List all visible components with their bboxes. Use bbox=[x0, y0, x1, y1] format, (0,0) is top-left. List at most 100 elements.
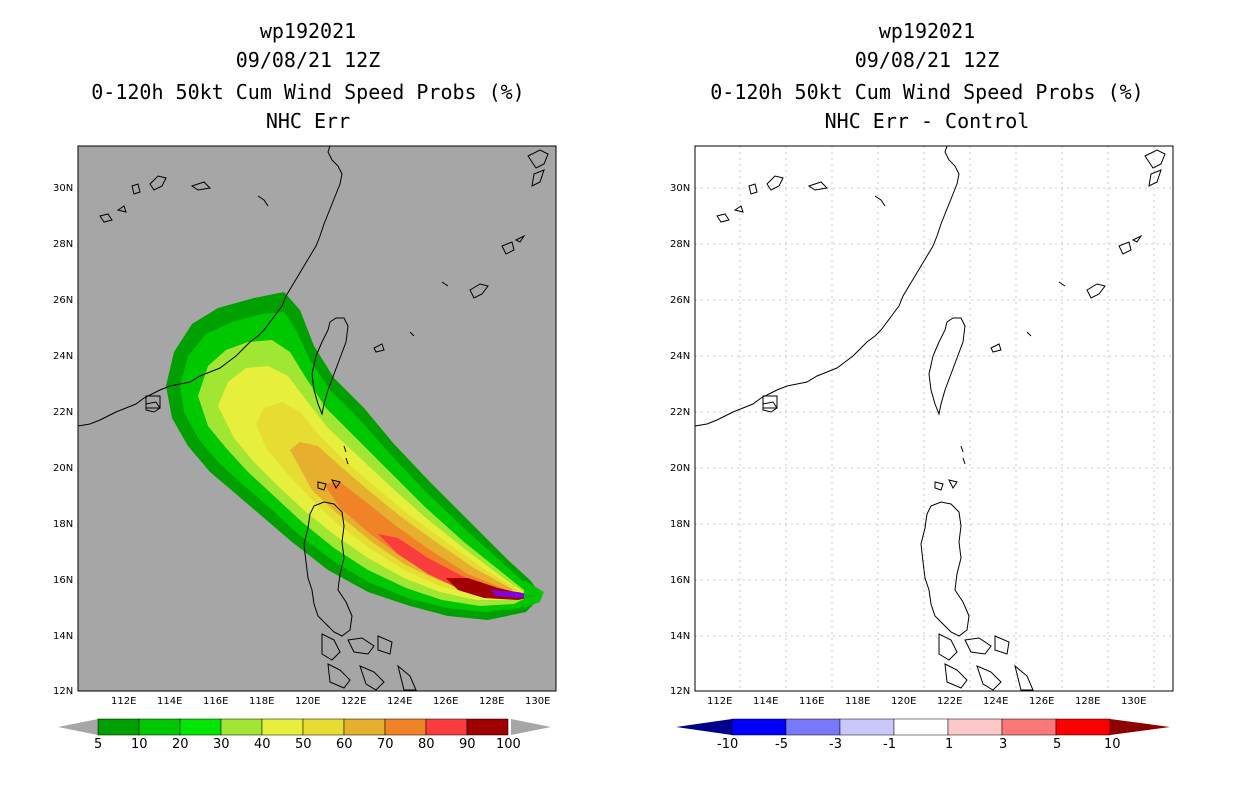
colorbar-label: -1 bbox=[883, 737, 896, 752]
colorbar-swatch bbox=[785, 718, 841, 736]
colorbar-label: 100 bbox=[496, 737, 521, 752]
lon-label: 116E bbox=[799, 696, 825, 707]
lon-label: 120E bbox=[891, 696, 917, 707]
colorbar-label: 5 bbox=[1053, 737, 1062, 752]
colorbar-label: -5 bbox=[775, 737, 788, 752]
colorbar-swatch bbox=[893, 718, 949, 736]
colorbar-swatch bbox=[384, 718, 427, 736]
colorbar-high-arrow bbox=[1110, 719, 1170, 735]
colorbar-label: 50 bbox=[295, 737, 312, 752]
band-tip bbox=[524, 580, 544, 608]
storm-id: wp192021 bbox=[878, 19, 976, 43]
product-title: 0-120h 50kt Cum Wind Speed Probs (%) bbox=[710, 80, 1144, 104]
colorbar-swatch bbox=[1055, 718, 1111, 736]
storm-id: wp192021 bbox=[259, 19, 357, 43]
colorbar-label: 20 bbox=[172, 737, 189, 752]
lon-label: 114E bbox=[157, 696, 183, 707]
colorbar-label: 10 bbox=[1104, 737, 1121, 752]
product-subtitle: NHC Err bbox=[265, 109, 351, 133]
colorbar-swatch bbox=[731, 718, 787, 736]
colorbar-swatch bbox=[220, 718, 263, 736]
lat-label: 26N bbox=[53, 295, 74, 306]
lat-label: 20N bbox=[53, 463, 74, 474]
colorbar-swatch bbox=[97, 718, 140, 736]
lon-label: 118E bbox=[249, 696, 275, 707]
lon-label: 126E bbox=[1029, 696, 1055, 707]
colorbar-high-arrow bbox=[511, 719, 551, 735]
lat-label: 24N bbox=[53, 351, 74, 362]
lon-label: 130E bbox=[1121, 696, 1147, 707]
colorbar-label: 1 bbox=[945, 737, 954, 752]
lon-label: 116E bbox=[203, 696, 229, 707]
lat-label: 14N bbox=[53, 631, 74, 642]
right-map bbox=[694, 145, 1174, 692]
colorbar-label: 40 bbox=[254, 737, 271, 752]
lat-label: 28N bbox=[670, 239, 691, 250]
colorbar-swatch bbox=[425, 718, 468, 736]
right-colorbar bbox=[676, 718, 1170, 736]
lon-label: 128E bbox=[479, 696, 505, 707]
left-colorbar bbox=[58, 718, 551, 736]
colorbar-label: 80 bbox=[418, 737, 435, 752]
colorbar-label: 60 bbox=[336, 737, 353, 752]
product-title: 0-120h 50kt Cum Wind Speed Probs (%) bbox=[91, 80, 525, 104]
colorbar-low-arrow bbox=[676, 719, 732, 735]
colorbar-label: -3 bbox=[829, 737, 842, 752]
colorbar-swatch bbox=[947, 718, 1003, 736]
lat-label: 20N bbox=[670, 463, 691, 474]
lon-label: 114E bbox=[753, 696, 779, 707]
colorbar-label: 30 bbox=[213, 737, 230, 752]
band-70 bbox=[378, 534, 512, 596]
lat-label: 18N bbox=[670, 519, 691, 530]
lat-label: 16N bbox=[53, 575, 74, 586]
right-map-background bbox=[695, 146, 1173, 691]
lat-label: 30N bbox=[670, 183, 691, 194]
colorbar-swatch bbox=[1001, 718, 1057, 736]
lon-label: 128E bbox=[1075, 696, 1101, 707]
lon-label: 120E bbox=[295, 696, 321, 707]
colorbar-label: 5 bbox=[94, 737, 103, 752]
lat-label: 18N bbox=[53, 519, 74, 530]
product-subtitle: NHC Err - Control bbox=[824, 109, 1030, 133]
lat-label: 22N bbox=[53, 407, 74, 418]
lat-label: 16N bbox=[670, 575, 691, 586]
colorbar-swatch bbox=[839, 718, 895, 736]
colorbar-swatch bbox=[261, 718, 304, 736]
colorbar-swatch bbox=[466, 718, 509, 736]
lat-label: 22N bbox=[670, 407, 691, 418]
lon-label: 112E bbox=[707, 696, 733, 707]
colorbar-label: 90 bbox=[459, 737, 476, 752]
lat-label: 28N bbox=[53, 239, 74, 250]
lon-label: 124E bbox=[983, 696, 1009, 707]
lon-label: 122E bbox=[341, 696, 367, 707]
lon-label: 126E bbox=[433, 696, 459, 707]
lat-label: 12N bbox=[53, 686, 74, 697]
left-map bbox=[77, 145, 557, 692]
colorbar-label: -10 bbox=[717, 737, 739, 752]
right-title: wp192021 09/08/21 12Z 0-120h 50kt Cum Wi… bbox=[647, 17, 1207, 136]
lat-label: 24N bbox=[670, 351, 691, 362]
forecast-time: 09/08/21 12Z bbox=[235, 48, 381, 72]
colorbar-label: 70 bbox=[377, 737, 394, 752]
colorbar-low-arrow bbox=[58, 719, 98, 735]
forecast-time: 09/08/21 12Z bbox=[854, 48, 1000, 72]
lat-label: 12N bbox=[670, 686, 691, 697]
colorbar-label: 10 bbox=[131, 737, 148, 752]
band-50 bbox=[290, 442, 514, 594]
lat-label: 30N bbox=[53, 183, 74, 194]
lon-label: 118E bbox=[845, 696, 871, 707]
lon-label: 112E bbox=[111, 696, 137, 707]
probability-swath bbox=[166, 292, 544, 620]
colorbar-swatch bbox=[179, 718, 222, 736]
band-60 bbox=[324, 482, 512, 594]
left-title: wp192021 09/08/21 12Z 0-120h 50kt Cum Wi… bbox=[28, 17, 588, 136]
lon-label: 122E bbox=[937, 696, 963, 707]
lon-label: 130E bbox=[525, 696, 551, 707]
lat-label: 14N bbox=[670, 631, 691, 642]
colorbar-swatch bbox=[138, 718, 181, 736]
colorbar-swatch bbox=[302, 718, 345, 736]
lat-label: 26N bbox=[670, 295, 691, 306]
colorbar-swatch bbox=[343, 718, 386, 736]
colorbar-label: 3 bbox=[999, 737, 1008, 752]
